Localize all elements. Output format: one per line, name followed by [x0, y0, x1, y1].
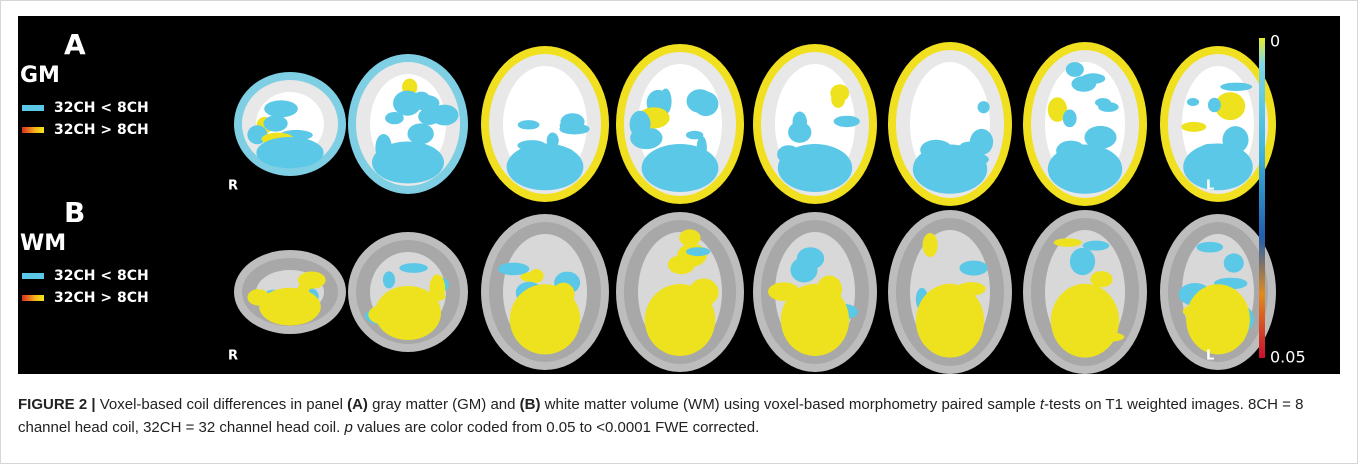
caption-text: (B) — [520, 396, 541, 413]
effect-cluster — [781, 284, 849, 356]
effect-cluster — [1208, 98, 1221, 113]
caption-text: white matter volume (WM) using voxel-bas… — [540, 396, 1039, 413]
effect-cluster — [431, 105, 459, 126]
tissue-label: GM — [20, 63, 60, 88]
effect-cluster — [1224, 253, 1244, 272]
effect-cluster — [831, 90, 845, 108]
effect-cluster — [693, 92, 718, 117]
effect-cluster — [507, 144, 584, 191]
effect-cluster — [1051, 284, 1119, 358]
side-label: R — [228, 179, 238, 194]
effect-cluster — [642, 144, 719, 192]
effect-cluster — [510, 284, 580, 354]
legend-label: 32CH < 8CH — [54, 100, 149, 116]
effect-cluster — [259, 288, 321, 326]
effect-cluster — [834, 116, 860, 127]
figure-panel: 0 0.05 AGM 32CH < 8CH 32CH > 8CH R L BWM 32CH … — [18, 16, 1340, 374]
effect-cluster — [645, 284, 715, 356]
colorbar-bottom-label: 0.05 — [1270, 348, 1306, 367]
effect-cluster — [1220, 83, 1252, 91]
effect-cluster — [1070, 248, 1095, 275]
effect-cluster — [1054, 238, 1082, 246]
caption-figure: FIGURE 2 | — [18, 396, 96, 413]
effect-cluster — [1095, 98, 1111, 107]
legend-swatch — [22, 295, 44, 301]
effect-cluster — [686, 131, 703, 140]
effect-cluster — [686, 247, 710, 256]
caption: FIGURE 2 | Voxel-based coil differences … — [18, 393, 1343, 439]
tissue-label: WM — [20, 231, 66, 256]
caption-text: (A) — [347, 396, 368, 413]
effect-cluster — [1197, 242, 1224, 253]
effect-cluster — [630, 111, 651, 138]
caption-text: gray matter (GM) and — [368, 396, 520, 413]
colorbar-top-label: 0 — [1270, 32, 1280, 51]
effect-cluster — [383, 271, 395, 288]
panel-label: A — [64, 28, 86, 61]
page: 0 0.05 AGM 32CH < 8CH 32CH > 8CH R L BWM 32CH … — [0, 0, 1358, 464]
effect-cluster — [913, 145, 987, 194]
effect-cluster — [1183, 144, 1253, 191]
effect-cluster — [923, 233, 938, 257]
side-label: R — [228, 349, 238, 364]
legend-label: 32CH < 8CH — [54, 268, 149, 284]
side-label: L — [1206, 179, 1214, 194]
effect-cluster — [797, 247, 824, 269]
colorbar — [1259, 38, 1265, 358]
effect-cluster — [1090, 271, 1112, 287]
caption-text: Voxel-based coil differences in panel — [96, 396, 348, 413]
effect-cluster — [498, 263, 529, 276]
legend-swatch — [22, 105, 44, 111]
effect-cluster — [679, 229, 700, 246]
effect-cluster — [518, 120, 540, 129]
effect-cluster — [264, 115, 288, 131]
legend-label: 32CH > 8CH — [54, 122, 149, 138]
effect-cluster — [1066, 62, 1084, 77]
effect-cluster — [393, 91, 421, 116]
side-label: L — [1206, 349, 1214, 364]
legend-swatch — [22, 127, 44, 133]
effect-cluster — [1186, 284, 1250, 354]
effect-cluster — [375, 286, 441, 340]
effect-cluster — [1187, 98, 1199, 106]
effect-cluster — [399, 263, 427, 273]
panel-label: B — [64, 196, 85, 229]
effect-cluster — [256, 137, 323, 168]
effect-cluster — [1181, 122, 1206, 132]
effect-cluster — [1048, 145, 1122, 194]
effect-cluster — [298, 271, 326, 288]
effect-cluster — [916, 284, 984, 358]
effect-cluster — [385, 112, 404, 124]
effect-cluster — [372, 142, 444, 184]
effect-cluster — [264, 100, 298, 117]
effect-cluster — [959, 261, 987, 276]
effect-cluster — [1071, 76, 1096, 92]
caption-text: values are color coded from 0.05 to <0.0… — [353, 419, 759, 436]
caption-text: p — [344, 419, 352, 436]
effect-cluster — [1063, 110, 1077, 128]
effect-cluster — [978, 101, 990, 113]
legend-swatch — [22, 273, 44, 279]
effect-cluster — [793, 112, 807, 133]
effect-cluster — [559, 124, 589, 135]
legend-label: 32CH > 8CH — [54, 290, 149, 306]
effect-cluster — [407, 123, 433, 144]
effect-cluster — [778, 144, 852, 192]
